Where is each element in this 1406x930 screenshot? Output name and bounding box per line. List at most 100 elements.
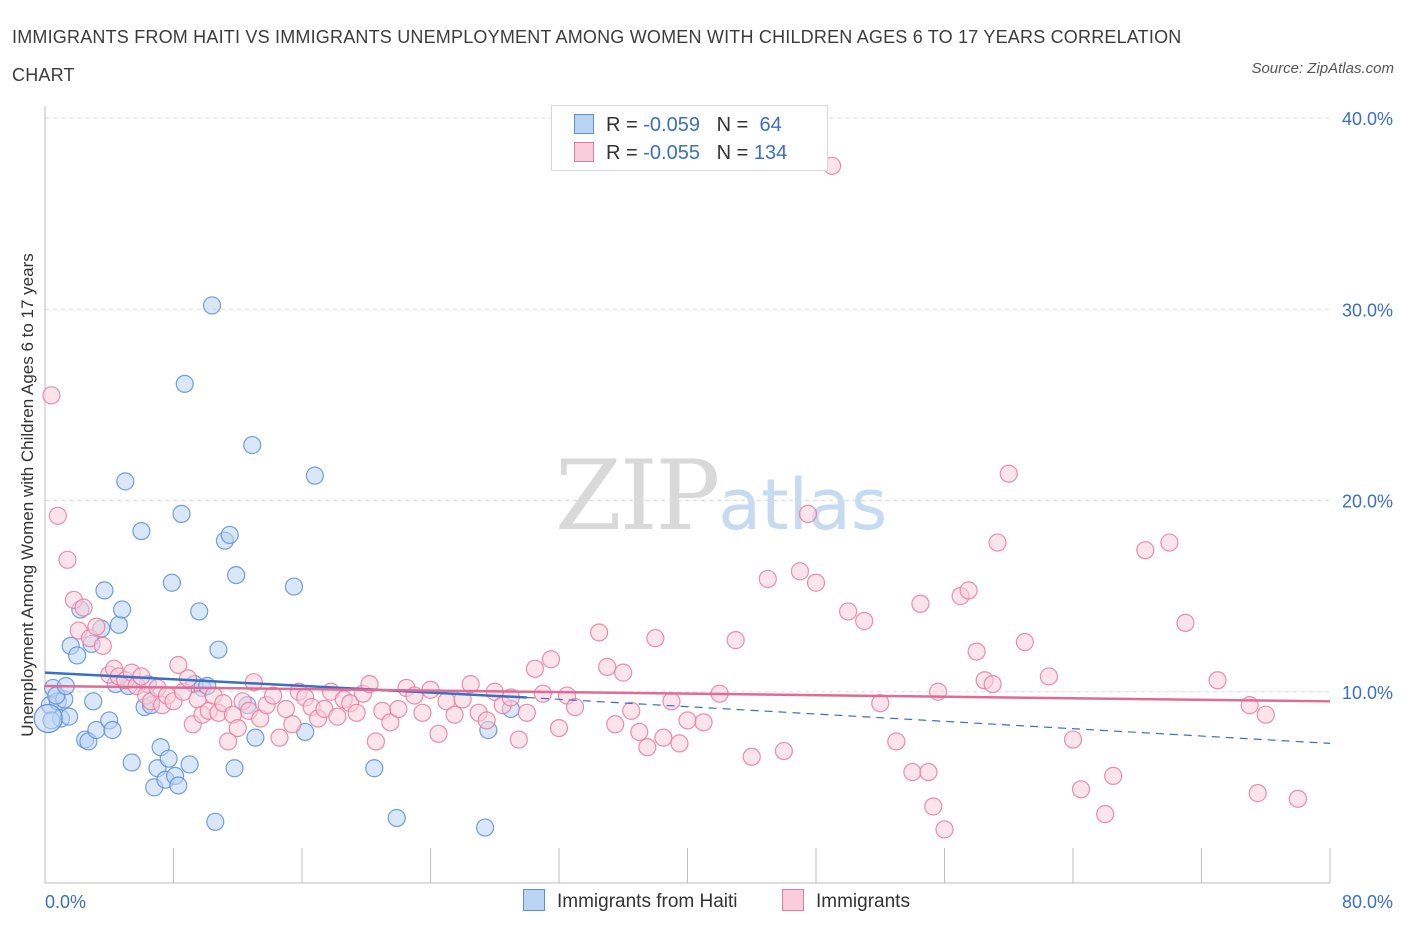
immigrants-point [347,703,366,722]
bottom-legend-immigrants: Immigrants [782,889,910,913]
immigrants-point [328,707,347,726]
immigrants-point [283,715,302,734]
immigrants-trend-line [44,684,1331,703]
haiti-point [209,640,228,659]
haiti-trend-line [44,671,527,699]
immigrants-point [638,738,657,757]
haiti-point [122,753,141,772]
immigrants-point [87,617,106,636]
bottom-legend-label-haiti: Immigrants from Haiti [557,891,738,912]
trend-layer [44,671,1331,744]
immigrants-point [911,594,930,613]
source-credit: Source: ZipAtlas.com [1251,60,1394,77]
legend-n-label: N = [716,114,749,136]
immigrants-point [1288,789,1307,808]
immigrants-point [1039,667,1059,686]
immigrants-point [169,655,188,675]
immigrants-point [670,734,689,753]
immigrants-point [798,504,818,523]
immigrants-point [839,602,858,621]
immigrants-point [1063,730,1083,749]
immigrants-point [1104,766,1123,786]
haiti-point [243,435,262,455]
legend-swatch-immigrants [574,142,594,162]
haiti-point [246,728,265,747]
immigrants-point [924,797,943,816]
haiti-point [365,759,384,778]
grid-layer [45,117,1330,693]
haiti-point [109,615,128,634]
haiti-point [33,703,63,734]
immigrants-point [565,697,585,717]
haiti-point [476,818,495,837]
haiti-point [172,504,191,523]
haiti-trend-line-extension [526,696,1331,744]
correlation-legend: R = -0.059 N = 64 R = -0.055 N = 134 [551,105,828,171]
immigrants-point [389,699,408,719]
y-tick-label: 10.0% [1342,683,1393,703]
bottom-legend-swatch-immigrants [782,889,804,911]
immigrants-point [533,684,553,703]
watermark-zip: ZIP [555,440,720,552]
immigrants-point [58,550,77,569]
immigrants-point [622,701,641,720]
haiti-point [220,525,239,545]
immigrants-point [219,732,238,751]
haiti-point [169,776,188,795]
bottom-legend-haiti: Immigrants from Haiti [523,889,738,913]
immigrants-point [678,711,697,730]
immigrants-point [228,718,247,738]
immigrants-point [1256,705,1275,724]
immigrants-point [509,730,528,749]
immigrants-point [887,732,906,751]
immigrants-point [790,562,810,581]
immigrants-point [1160,533,1179,552]
axis-layer [44,106,1331,884]
immigrants-point [1071,780,1091,799]
haiti-point [103,720,122,740]
immigrants-point [654,728,673,747]
bottom-legend-label-immigrants: Immigrants [816,891,910,912]
haiti-point [68,646,87,665]
immigrants-point [413,703,432,722]
immigrants-point [590,623,609,642]
legend-row-immigrants: R = -0.055 N = 134 [574,142,787,168]
watermark-atlas: atlas [718,464,888,546]
haiti-point [387,808,406,828]
legend-n-value: 134 [753,142,788,164]
points-layer [33,156,1307,839]
immigrants-point [935,820,954,839]
immigrants-point [1208,671,1227,690]
immigrants-point [276,699,296,719]
immigrants-point [477,711,496,730]
x-tick-label: 80.0% [1342,892,1393,912]
immigrants-point [662,692,681,711]
immigrants-point [919,762,938,782]
immigrants-point [855,611,874,631]
haiti-point [95,581,114,600]
immigrants-point [606,715,625,734]
immigrants-point [517,703,536,722]
immigrants-point [93,636,112,655]
immigrants-point [806,573,826,592]
immigrants-point [630,722,649,742]
immigrants-point [461,674,480,694]
immigrants-point [549,718,569,738]
immigrants-point [178,669,198,688]
y-tick-label: 40.0% [1342,109,1393,129]
haiti-point [116,472,135,491]
immigrants-point [48,506,67,525]
haiti-point [227,565,246,585]
haiti-point [225,759,244,778]
immigrants-point [903,762,922,782]
immigrants-point [541,650,561,669]
immigrants-point [381,713,400,732]
immigrants-point [988,533,1007,552]
immigrants-point [959,581,978,600]
immigrants-point [270,728,289,747]
immigrants-point [1248,784,1267,803]
haiti-point [112,600,132,619]
legend-r-label: R = [606,114,638,136]
haiti-point [132,521,151,541]
